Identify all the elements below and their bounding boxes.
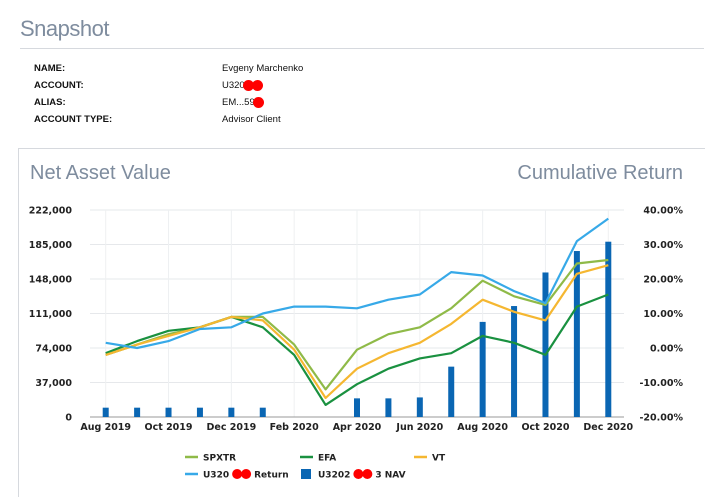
nav-bar [165, 407, 172, 417]
y-right-tick-label: 40.00% [643, 206, 683, 217]
y-left-tick-label: 74,000 [35, 344, 72, 355]
redaction-mark [242, 79, 254, 91]
y-right-tick-label: 30.00% [643, 240, 683, 251]
info-value: EM...59 [222, 96, 264, 109]
x-tick-label: Aug 2019 [80, 422, 131, 433]
series-line-vt [105, 264, 609, 400]
legend-marker [301, 469, 311, 479]
x-tick-label: Oct 2019 [145, 422, 193, 433]
info-value: Evgeny Marchenko [222, 63, 304, 74]
legend-label: EFA [318, 454, 336, 464]
snapshot-title: Snapshot [20, 16, 109, 41]
redaction-mark [241, 469, 252, 479]
legend-label: U320 [203, 471, 229, 481]
x-tick-label: Dec 2019 [206, 422, 256, 433]
info-label: ACCOUNT: [34, 80, 84, 91]
x-tick-label: Feb 2020 [270, 422, 319, 433]
snapshot-divider [20, 48, 704, 49]
redaction-mark [353, 469, 364, 479]
nav-bar [416, 397, 423, 417]
x-tick-label: Oct 2020 [521, 422, 569, 433]
y-right-tick-label: 10.00% [643, 309, 683, 320]
legend-label: VT [432, 454, 446, 464]
y-right-tick-label: -10.00% [639, 378, 683, 389]
x-tick-label: Aug 2020 [457, 422, 508, 433]
y-left-tick-label: 0 [65, 413, 72, 424]
nav-bar [196, 407, 203, 417]
nav-bar [542, 272, 549, 417]
series-line-efa [105, 293, 609, 406]
redaction-mark [252, 96, 264, 108]
legend-label-suffix: Return [254, 471, 289, 481]
nav-bar [511, 306, 518, 417]
y-right-tick-label: -20.00% [639, 413, 683, 424]
legend-label: SPXTR [203, 454, 236, 464]
y-left-tick-label: 37,000 [35, 378, 72, 389]
legend-label: U3202 [318, 471, 350, 481]
nav-bar [134, 407, 141, 417]
x-tick-label: Jun 2020 [395, 422, 443, 433]
y-left-tick-label: 185,000 [29, 240, 73, 251]
nav-bar [102, 407, 109, 417]
nav-title: Net Asset Value [30, 162, 171, 184]
info-label: ACCOUNT TYPE: [34, 114, 113, 125]
redaction-mark [251, 79, 263, 91]
legend-label-suffix: 3 NAV [375, 471, 405, 481]
y-right-tick-label: 0.00% [650, 344, 683, 355]
nav-bar [479, 321, 486, 417]
cumulative-return-title: Cumulative Return [517, 162, 683, 184]
x-tick-label: Apr 2020 [333, 422, 382, 433]
y-right-tick-label: 20.00% [643, 275, 683, 286]
info-value: U320 [222, 79, 263, 92]
chart-panel [18, 148, 705, 497]
nav-bar [354, 398, 360, 417]
y-left-tick-label: 222,000 [29, 206, 73, 217]
y-left-tick-label: 148,000 [29, 275, 73, 286]
info-label: ALIAS: [34, 97, 66, 108]
x-tick-label: Dec 2020 [583, 422, 633, 433]
info-value: Advisor Client [222, 114, 281, 125]
nav-bar [385, 398, 392, 417]
nav-bar [573, 251, 580, 417]
y-left-tick-label: 111,000 [29, 309, 73, 320]
info-label: NAME: [34, 63, 66, 74]
redaction-mark [362, 469, 373, 479]
nav-bar [259, 407, 266, 417]
redaction-mark [232, 469, 243, 479]
nav-bar [228, 407, 235, 417]
series-line-u320-return [105, 217, 609, 350]
nav-bar [448, 366, 455, 417]
nav-bar [605, 241, 612, 417]
